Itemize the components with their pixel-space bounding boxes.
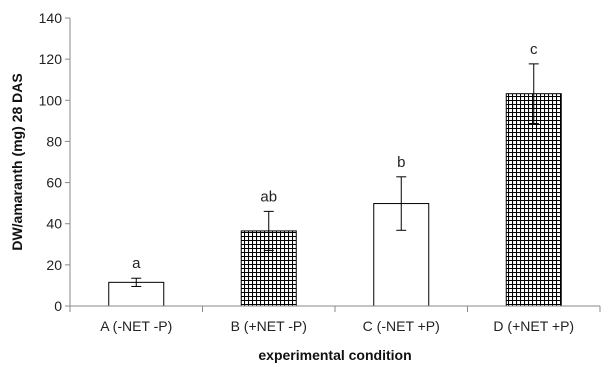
bars-layer: a ab b c [108, 41, 562, 307]
significance-label: ab [260, 188, 277, 205]
y-tick-label: 140 [39, 10, 63, 26]
significance-label: b [397, 154, 405, 171]
x-tick-label: B (+NET -P) [231, 318, 307, 334]
y-axis-ticks: 0 20 40 60 80 100 120 140 [39, 10, 70, 314]
x-axis-ticks: A (-NET -P) B (+NET -P) C (-NET +P) D (+NET… [69, 306, 601, 334]
significance-label: c [530, 41, 538, 58]
x-tick-label: C (-NET +P) [363, 318, 440, 334]
y-tick-label: 0 [54, 298, 62, 314]
y-tick-label: 100 [39, 92, 63, 108]
x-tick-label: A (-NET -P) [100, 318, 172, 334]
y-axis-title: DW/amaranth (mg) 28 DAS [9, 73, 25, 250]
y-tick-label: 80 [46, 133, 62, 149]
y-tick-label: 20 [46, 257, 62, 273]
x-tick-label: D (+NET +P) [493, 318, 574, 334]
y-tick-label: 40 [46, 216, 62, 232]
y-axis-title-group: DW/amaranth (mg) 28 DAS [9, 73, 25, 250]
y-tick-label: 60 [46, 175, 62, 191]
bar [505, 93, 562, 307]
y-tick-label: 120 [39, 51, 63, 67]
x-axis-title: experimental condition [258, 347, 411, 363]
significance-label: a [132, 255, 141, 272]
